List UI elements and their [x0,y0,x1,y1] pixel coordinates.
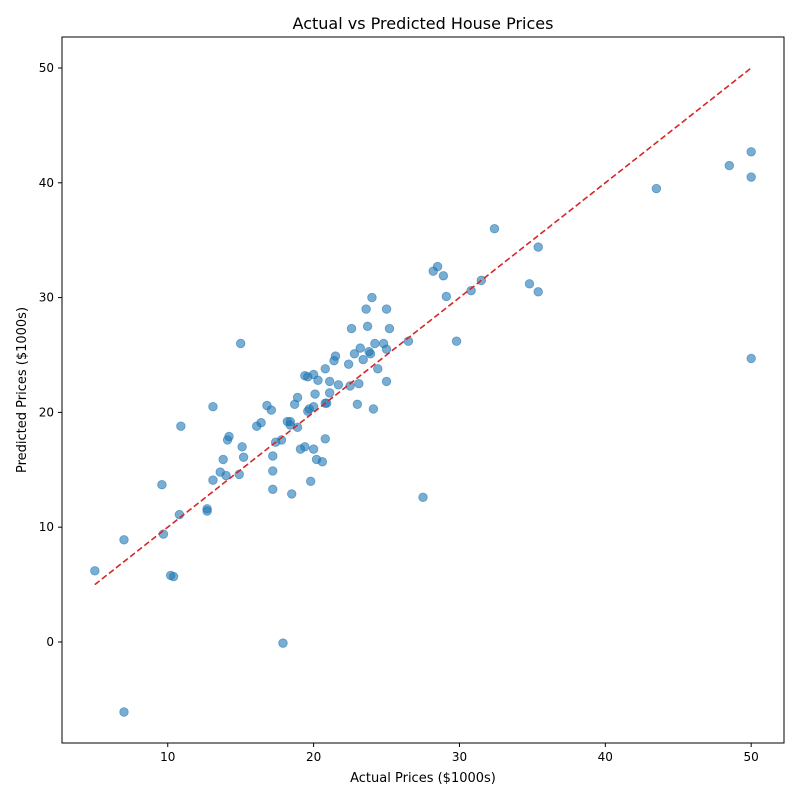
data-point-6 [168,571,179,582]
data-point-7 [174,509,185,520]
data-point-97 [724,160,735,171]
data-point-96 [651,183,662,194]
data-point-90 [466,286,476,296]
data-point-17 [224,431,234,442]
y-tick-label: 20 [39,405,54,419]
data-point-30 [276,435,287,445]
x-tick-label: 30 [452,750,467,764]
x-tick-label: 50 [744,750,759,764]
data-point-94 [533,242,543,252]
data-point-35 [287,489,297,499]
data-point-54 [320,364,330,374]
data-point-100 [746,353,756,364]
y-tick-label: 50 [39,61,54,75]
data-point-31 [278,638,288,648]
data-point-2 [119,707,129,717]
data-point-64 [346,323,357,334]
data-point-34 [285,416,295,427]
data-point-14 [218,454,228,465]
data-point-8 [176,421,186,431]
data-point-47 [308,401,319,412]
data-point-15 [221,470,231,481]
data-point-67 [354,378,364,389]
y-tick-label: 30 [39,291,54,305]
data-point-79 [381,304,392,314]
data-point-10 [202,506,212,516]
data-point-26 [268,451,278,461]
data-point-27 [268,466,278,476]
data-point-25 [266,405,277,415]
y-tick-label: 10 [39,520,54,534]
data-point-58 [324,388,335,398]
reference-line [94,67,752,586]
data-point-49 [310,389,320,399]
data-point-12 [208,475,218,485]
y-axis-ticks: 0 10 20 30 40 50 [39,61,62,649]
data-point-81 [381,376,392,387]
data-point-48 [308,444,319,454]
data-point-53 [320,434,330,444]
data-point-75 [368,404,379,414]
data-point-92 [489,224,500,234]
data-point-21 [238,452,249,462]
data-point-84 [418,492,428,503]
data-point-41 [300,442,310,452]
data-point-20 [237,442,247,452]
data-point-86 [432,261,443,272]
y-tick-label: 40 [39,176,54,190]
data-point-93 [524,279,535,289]
data-point-37 [292,422,303,433]
data-point-87 [438,271,449,281]
data-point-60 [330,351,341,361]
data-point-66 [352,399,363,410]
chart-title: Actual vs Predicted House Prices [293,14,554,33]
data-point-95 [533,287,543,297]
data-point-3 [157,480,167,490]
data-point-82 [384,323,395,334]
data-point-80 [381,344,392,354]
x-axis-ticks: 10 20 30 40 50 [160,743,759,764]
x-tick-label: 10 [160,750,175,764]
data-point-38 [292,392,303,403]
data-point-51 [313,375,323,385]
data-point-70 [361,304,371,314]
data-point-19 [235,338,246,349]
data-point-63 [345,381,355,391]
data-point-57 [324,376,335,387]
data-point-65 [349,349,360,359]
data-point-73 [365,349,376,359]
data-point-74 [367,292,377,303]
y-tick-label: 0 [46,635,54,649]
data-point-61 [333,380,344,390]
data-point-77 [373,364,383,374]
data-point-99 [746,172,756,182]
y-axis-label: Predicted Prices ($1000s) [15,307,30,473]
data-point-62 [343,359,354,369]
data-point-0 [90,566,100,576]
data-point-28 [268,484,278,494]
data-point-68 [355,343,365,353]
data-point-23 [256,418,266,428]
data-point-52 [317,457,328,467]
plot-marks [90,67,756,717]
x-tick-label: 40 [598,750,613,764]
data-point-45 [305,476,316,486]
x-axis-label: Actual Prices ($1000s) [350,771,496,786]
plot-frame [61,36,785,744]
data-point-76 [370,338,380,349]
data-point-88 [441,291,452,302]
data-point-69 [358,354,368,365]
data-point-1 [119,535,129,545]
data-point-71 [362,321,373,331]
x-tick-label: 20 [306,750,321,764]
data-point-98 [746,147,756,157]
data-point-11 [208,401,218,412]
data-point-89 [451,336,462,346]
